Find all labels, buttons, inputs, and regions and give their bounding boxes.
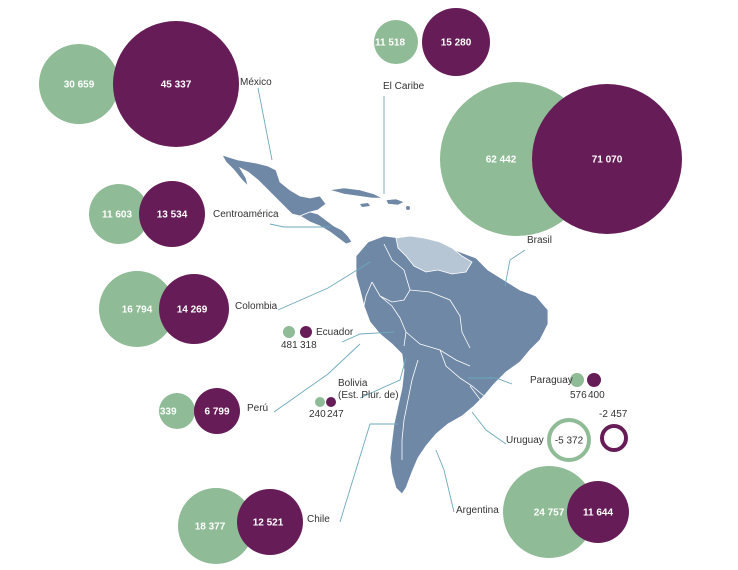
label-ecuador: Ecuador	[316, 327, 354, 338]
value-brasil-1: 62 442	[486, 155, 517, 166]
value-brasil-2: 71 070	[592, 155, 623, 166]
value-peru-1: 4 339	[151, 407, 176, 418]
leader-centroamerica	[269, 223, 330, 228]
label-colombia: Colombia	[235, 301, 278, 312]
leader-bolivia	[359, 357, 407, 399]
label-bolivia-line2: (Est. Plur. de)	[338, 390, 399, 401]
bubble-argentina-1	[503, 466, 595, 558]
value-chile-2: 12 521	[253, 518, 284, 529]
leader-ecuador	[341, 331, 395, 343]
value-mexico-1: 30 659	[64, 80, 95, 91]
value-ecuador-2: 318	[300, 340, 317, 351]
map-islet	[406, 206, 410, 210]
label-uruguay: Uruguay	[506, 435, 544, 446]
bubble-peru-1	[159, 393, 195, 429]
bubble-chile-1	[178, 488, 254, 564]
bubble-centroamerica-1	[89, 184, 149, 244]
value-centroamerica-1: 11 603	[102, 210, 132, 221]
bubble-chile-2	[237, 489, 303, 555]
value-bolivia-1: 240	[309, 409, 326, 420]
bubble-brasil-2	[532, 84, 682, 234]
value-argentina-2: 11 644	[583, 508, 613, 519]
value-ecuador-1: 481	[281, 340, 298, 351]
leader-uruguay	[471, 411, 507, 445]
label-caribe: El Caribe	[383, 81, 425, 92]
label-bolivia: Bolivia	[338, 378, 368, 389]
map-venezuela	[395, 235, 473, 275]
map-central-america	[299, 211, 353, 245]
leader-mexico	[257, 87, 273, 161]
bubble-mexico-1	[39, 44, 119, 124]
value-bolivia-2: 247	[327, 409, 344, 420]
value-paraguay-2: 400	[588, 390, 605, 401]
bubble-argentina-2	[567, 481, 629, 543]
bubble-paraguay-2	[587, 373, 601, 387]
map-jamaica	[360, 203, 370, 207]
value-argentina-1: 24 757	[534, 508, 565, 519]
label-chile: Chile	[307, 514, 330, 525]
map-cuba	[329, 187, 383, 199]
bubble-bolivia-1	[315, 397, 325, 407]
bubble-centroamerica-2	[139, 181, 205, 247]
label-paraguay: Paraguay	[530, 375, 573, 386]
label-argentina: Argentina	[456, 505, 499, 516]
value-bubbles: 30 659 45 337 11 518 15 280 11 603 13 534 62 4…	[39, 8, 682, 564]
value-colombia-1: 16 794	[122, 305, 153, 316]
latin-america-map	[221, 154, 549, 495]
bubble-ecuador-1	[283, 326, 295, 338]
bubble-colombia-2	[159, 274, 229, 344]
bubble-bolivia-2	[326, 397, 336, 407]
value-uruguay-1: -5 372	[555, 436, 584, 447]
bubble-uruguay-1	[547, 418, 591, 462]
country-labels: México El Caribe Centroamérica Brasil Colomb…	[213, 77, 573, 525]
value-mexico-2: 45 337	[161, 80, 192, 91]
leader-chile	[339, 423, 398, 523]
map-hispaniola	[385, 198, 405, 206]
value-centroamerica-2: 13 534	[157, 210, 188, 221]
leader-argentina	[435, 449, 455, 513]
bubble-paraguay-1	[570, 373, 584, 387]
bubble-caribe-2	[422, 8, 490, 76]
leader-peru	[273, 343, 361, 413]
bubble-ecuador-2	[300, 326, 312, 338]
label-peru: Perú	[247, 403, 268, 414]
value-chile-1: 18 377	[195, 522, 226, 533]
label-centroamerica: Centroamérica	[213, 209, 279, 220]
label-mexico: México	[240, 77, 272, 88]
value-peru-2: 6 799	[204, 407, 229, 418]
map-mexico	[221, 154, 327, 217]
map-south-america	[355, 235, 549, 495]
leader-brasil	[504, 249, 526, 287]
bubble-uruguay-2	[600, 424, 628, 452]
bubble-mexico-2	[113, 21, 239, 147]
leader-paraguay	[468, 377, 513, 385]
map-borders	[363, 243, 485, 460]
label-brasil: Brasil	[527, 235, 552, 246]
value-colombia-2: 14 269	[177, 305, 208, 316]
value-caribe-2: 15 280	[441, 38, 472, 49]
value-caribe-1: 11 518	[375, 38, 405, 49]
value-paraguay-1: 576	[570, 390, 587, 401]
value-uruguay-2: -2 457	[599, 409, 628, 420]
bubble-colombia-1	[99, 271, 175, 347]
leader-colombia	[277, 261, 371, 311]
bubble-caribe-1	[374, 20, 418, 64]
leader-lines	[257, 87, 526, 523]
bubble-peru-2	[194, 388, 240, 434]
